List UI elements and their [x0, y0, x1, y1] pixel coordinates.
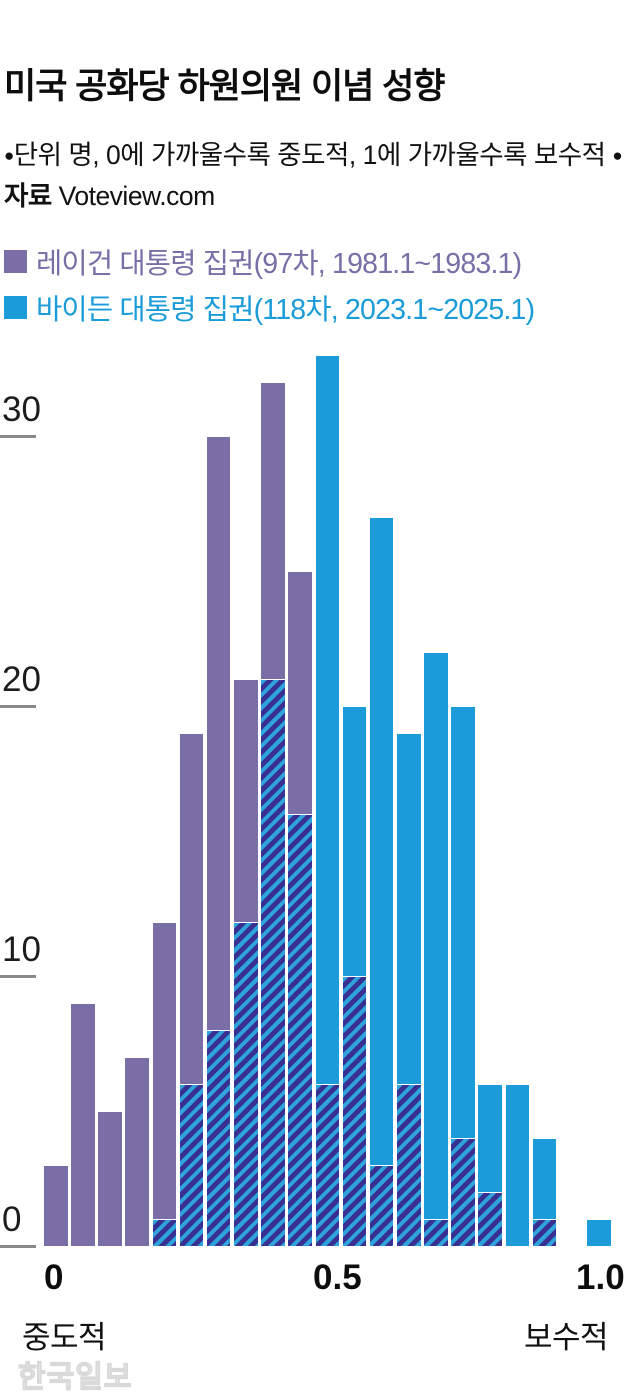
chart-note: ●단위 명, 0에 가까울수록 중도적, 1에 가까울수록 보수적 ●자료 Vo…	[4, 135, 636, 216]
bar-segment-reagan	[233, 679, 259, 922]
bar-overlap-hatched	[368, 1165, 395, 1246]
histogram-bar-bin-4	[151, 922, 178, 1246]
bar-overlap-hatched	[450, 1138, 476, 1246]
bar-segment-biden	[395, 733, 422, 1084]
histogram-bar-bin-0	[43, 1165, 69, 1246]
histogram-bar-bin-11	[341, 706, 368, 1246]
bar-overlap-hatched	[287, 814, 313, 1246]
histogram-bar-bin-9	[287, 571, 313, 1246]
bar-segment-biden	[314, 355, 341, 1084]
bar-segment-biden	[531, 1138, 558, 1219]
bar-overlap-hatched	[260, 679, 286, 1246]
bar-segment-reagan	[151, 922, 178, 1219]
bar-overlap-hatched	[341, 976, 368, 1246]
histogram-bar-bin-8	[260, 382, 286, 1246]
bar-overlap-hatched	[233, 922, 259, 1246]
histogram-chart	[0, 355, 640, 1246]
note-unit-text: 명, 0에 가까울수록 중도적, 1에 가까울수록 보수적	[61, 140, 613, 170]
bar-overlap-hatched	[423, 1219, 449, 1246]
histogram-bar-bin-15	[450, 706, 476, 1246]
bar-segment-biden	[368, 517, 395, 1165]
bar-segment-reagan	[260, 382, 286, 679]
y-tick-mark-20	[0, 705, 36, 708]
histogram-bar-bin-13	[395, 733, 422, 1246]
x-caption-moderate: 중도적	[22, 1320, 107, 1355]
legend-item-reagan: 레이건 대통령 집권(97차, 1981.1~1983.1)	[4, 238, 640, 284]
bar-segment-biden	[341, 706, 368, 976]
y-tick-mark-30	[0, 435, 36, 438]
bar-segment-biden	[477, 1084, 503, 1192]
histogram-bar-bin-17	[504, 1084, 531, 1246]
bar-segment-reagan	[43, 1165, 69, 1246]
histogram-bar-bin-7	[233, 679, 259, 1246]
histogram-bar-bin-16	[477, 1084, 503, 1246]
bar-overlap-hatched	[314, 1084, 341, 1246]
histogram-bar-bin-20	[586, 1219, 612, 1246]
bar-overlap-hatched	[531, 1219, 558, 1246]
legend-label-reagan: 레이건 대통령 집권(97차, 1981.1~1983.1)	[36, 247, 522, 280]
note-source-text: Voteview.com	[51, 180, 216, 211]
bar-segment-biden	[423, 652, 449, 1219]
legend: 레이건 대통령 집권(97차, 1981.1~1983.1) 바이든 대통령 집…	[4, 238, 640, 330]
bar-overlap-hatched	[395, 1084, 422, 1246]
bar-overlap-hatched	[178, 1084, 205, 1246]
y-tick-mark-10	[0, 975, 36, 978]
histogram-bar-bin-10	[314, 355, 341, 1246]
histogram-bar-bin-12	[368, 517, 395, 1246]
y-tick-label-20: 20	[2, 660, 41, 699]
histogram-bar-bin-5	[178, 733, 205, 1246]
watermark-hankookilbo: 한국일보	[17, 1360, 133, 1394]
bar-segment-biden	[504, 1084, 531, 1246]
y-tick-label-10: 10	[2, 930, 41, 969]
x-caption-conservative: 보수적	[524, 1320, 609, 1355]
histogram-bar-bin-6	[205, 436, 232, 1246]
note-unit-label: 단위	[13, 140, 62, 170]
bar-overlap-hatched	[151, 1219, 178, 1246]
y-tick-mark-0	[0, 1245, 36, 1248]
bullet-icon: ●	[612, 146, 623, 165]
bar-segment-reagan	[287, 571, 313, 814]
bar-overlap-hatched	[205, 1030, 232, 1246]
legend-swatch-reagan	[4, 249, 27, 273]
histogram-bar-bin-2	[97, 1111, 123, 1246]
histogram-bar-bin-14	[423, 652, 449, 1246]
x-tick-05: 0.5	[313, 1258, 362, 1297]
legend-swatch-biden	[4, 295, 27, 319]
bar-segment-reagan	[178, 733, 205, 1084]
bar-segment-reagan	[124, 1057, 151, 1246]
histogram-bar-bin-18	[531, 1138, 558, 1246]
legend-label-biden: 바이든 대통령 집권(118차, 2023.1~2025.1)	[36, 293, 535, 326]
x-tick-0: 0	[44, 1258, 64, 1297]
bar-overlap-hatched	[477, 1192, 503, 1246]
histogram-bar-bin-1	[70, 1003, 96, 1246]
note-source-label: 자료	[4, 180, 52, 211]
bar-segment-reagan	[97, 1111, 123, 1246]
y-tick-label-0: 0	[2, 1200, 22, 1239]
x-tick-10: 1.0	[576, 1258, 625, 1297]
bar-segment-reagan	[205, 436, 232, 1030]
bar-segment-biden	[586, 1219, 612, 1246]
y-tick-label-30: 30	[2, 390, 41, 429]
page-title: 미국 공화당 하원의원 이념 성향	[4, 67, 446, 106]
bar-segment-biden	[450, 706, 476, 1138]
plot-area	[0, 355, 640, 1246]
legend-item-biden: 바이든 대통령 집권(118차, 2023.1~2025.1)	[4, 284, 640, 330]
bar-segment-reagan	[70, 1003, 96, 1246]
histogram-bar-bin-3	[124, 1057, 151, 1246]
bullet-icon: ●	[4, 146, 14, 165]
